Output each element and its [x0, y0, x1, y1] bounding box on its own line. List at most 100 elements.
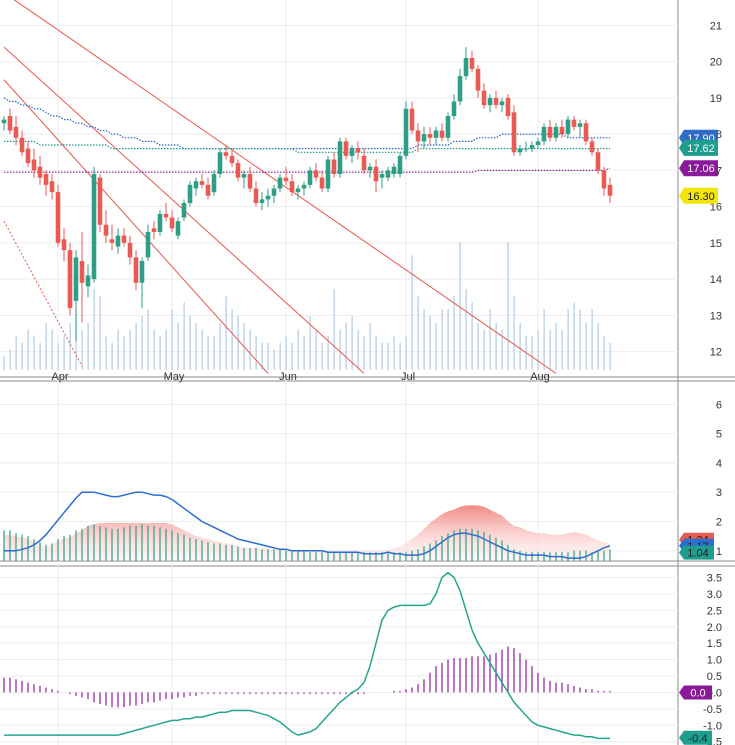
candle-body: [607, 184, 613, 196]
volume-bar: [123, 336, 125, 370]
volume-bar: [201, 329, 203, 370]
candle-body: [541, 126, 547, 142]
candle-body: [253, 188, 259, 203]
candle-body: [277, 177, 283, 189]
candle-body: [469, 58, 475, 69]
candle-body: [403, 108, 409, 156]
candle-body: [367, 166, 373, 171]
candle-body: [457, 76, 463, 102]
candle-body: [565, 119, 571, 135]
volume-bar: [411, 255, 413, 370]
volume-bar: [339, 329, 341, 370]
candle-body: [361, 155, 367, 171]
candle-body: [517, 148, 523, 153]
candle-body: [349, 148, 355, 156]
price-label: 16.30: [679, 187, 718, 204]
volume-bar: [555, 322, 557, 370]
candle-body: [385, 170, 391, 178]
candle-body: [121, 235, 127, 243]
candle-body: [85, 275, 91, 287]
volume-bar: [513, 295, 515, 370]
volume-bar: [189, 316, 191, 370]
volume-bar: [129, 329, 131, 370]
candle-body: [601, 170, 607, 189]
trendline: [3, 220, 83, 367]
candle-body: [439, 130, 445, 138]
volume-bar: [213, 336, 215, 370]
volume-bar: [591, 309, 593, 370]
candle-body: [223, 152, 229, 156]
volume-bar: [261, 343, 263, 370]
y-tick-label: 14: [710, 274, 722, 286]
volume-bar: [459, 241, 461, 370]
volume-bar: [225, 295, 227, 370]
candle-body: [199, 181, 205, 185]
candle-body: [169, 217, 175, 229]
candle-body: [13, 126, 19, 138]
volume-bar: [567, 309, 569, 370]
moving-average-line: [4, 167, 611, 173]
volume-bar: [417, 295, 419, 370]
candle-body: [133, 257, 139, 283]
candle-body: [151, 228, 157, 232]
volume-bar: [195, 322, 197, 370]
volume-bar: [549, 329, 551, 370]
candle-body: [103, 224, 109, 236]
candle-body: [31, 159, 37, 171]
y-tick-label: 3.0: [707, 589, 722, 601]
oscillator-line: [4, 571, 610, 740]
volume-bar: [273, 349, 275, 370]
y-tick-label: 2.0: [707, 622, 722, 634]
volume-bar: [495, 322, 497, 370]
volume-bar: [57, 343, 59, 370]
volume-bar: [147, 309, 149, 370]
volume-bar: [597, 322, 599, 370]
price-label: 17.62: [679, 139, 718, 156]
value-label-tag: [679, 545, 714, 560]
volume-bar: [9, 349, 11, 370]
volume-bar: [399, 343, 401, 370]
volume-bar: [303, 336, 305, 370]
candle-body: [7, 116, 13, 131]
y-tick-label: 2: [716, 516, 722, 528]
volume-bar: [369, 322, 371, 370]
candle-body: [73, 257, 79, 301]
volume-bar: [165, 329, 167, 370]
candle-body: [241, 174, 247, 178]
candle-body: [373, 166, 379, 182]
y-tick-label: 12: [710, 347, 722, 359]
volume-bar: [501, 329, 503, 370]
y-tick-label: 21: [710, 20, 722, 32]
y-tick-label: 3: [716, 487, 722, 499]
volume-bar: [381, 343, 383, 370]
y-tick-label: 1: [716, 546, 722, 558]
candle-body: [343, 141, 349, 156]
x-axis-month-label: Aug: [530, 371, 550, 383]
candle-body: [205, 184, 211, 196]
volume-bar: [15, 336, 17, 370]
candle-body: [67, 250, 73, 309]
volume-bar: [609, 343, 611, 370]
volume-bar: [39, 343, 41, 370]
y-tick-label: -1.5: [703, 737, 722, 745]
volume-bar: [603, 336, 605, 370]
y-tick-label: -1.0: [703, 720, 722, 732]
volume-bar: [153, 329, 155, 370]
candle-body: [193, 181, 199, 189]
volume-bar: [561, 329, 563, 370]
candle-body: [55, 192, 61, 243]
volume-bar: [447, 309, 449, 370]
candle-body: [301, 184, 307, 189]
volume-bar: [441, 309, 443, 370]
volume-bar: [105, 336, 107, 370]
volume-bar: [429, 316, 431, 370]
y-tick-label: 0.5: [707, 671, 722, 683]
volume-bar: [171, 309, 173, 370]
candle-body: [571, 119, 577, 127]
y-tick-label: 1.5: [707, 638, 722, 650]
candle-body: [91, 174, 97, 280]
volume-bar: [219, 322, 221, 370]
candle-body: [391, 166, 397, 174]
